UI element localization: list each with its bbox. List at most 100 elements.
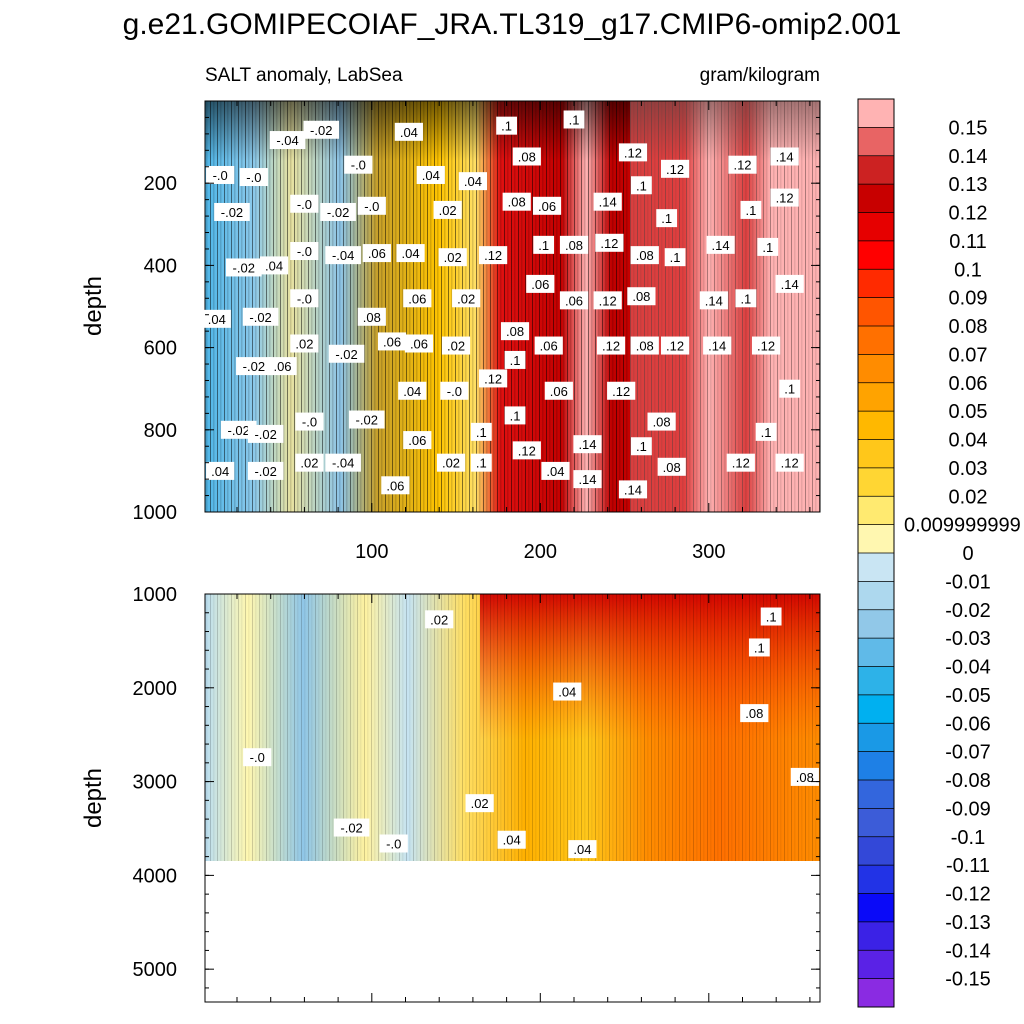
contour-label: .02 bbox=[433, 200, 462, 219]
contour-label-text: .02 bbox=[447, 339, 465, 354]
contour-label: -.0 bbox=[290, 194, 319, 213]
x-tick-label: 200 bbox=[524, 541, 557, 563]
contour-label: .04 bbox=[416, 165, 445, 184]
contour-label-text: -.0 bbox=[447, 384, 462, 399]
contour-label-text: .08 bbox=[363, 310, 381, 325]
contour-label: .1 bbox=[630, 437, 652, 456]
colorbar-label: 0.14 bbox=[949, 146, 988, 168]
colorbar-swatch bbox=[858, 297, 894, 327]
contour-label: -.02 bbox=[333, 818, 370, 837]
contour-label: -.0 bbox=[295, 412, 324, 431]
contour-label: .1 bbox=[470, 422, 492, 441]
contour-label-box bbox=[239, 168, 268, 187]
contour-label: .14 bbox=[770, 147, 799, 166]
upper-y-axis: 200 400 600 800 1000 bbox=[133, 100, 820, 524]
contour-label-box bbox=[532, 196, 562, 215]
contour-label: .12 bbox=[595, 233, 624, 252]
contour-label: .04 bbox=[541, 461, 570, 480]
contour-label-box bbox=[618, 143, 648, 162]
contour-label-text: .02 bbox=[471, 796, 489, 811]
contour-label-text: .06 bbox=[408, 433, 426, 448]
contour-label-text: .1 bbox=[762, 240, 773, 255]
contour-label-box bbox=[627, 287, 656, 306]
contour-label: -.02 bbox=[320, 202, 356, 221]
contour-label-box bbox=[268, 357, 297, 376]
contour-label-text: .04 bbox=[265, 258, 283, 273]
contour-label-text: .08 bbox=[506, 324, 524, 339]
colorbar-swatch bbox=[858, 467, 894, 497]
contour-label: .12 bbox=[596, 336, 626, 355]
contour-label: -.02 bbox=[225, 258, 262, 277]
colorbar-swatch bbox=[858, 439, 894, 469]
contour-label-box bbox=[333, 818, 370, 837]
contour-label: .1 bbox=[755, 422, 777, 441]
contour-label-box bbox=[563, 110, 585, 129]
contour-label-box bbox=[479, 246, 508, 265]
colorbar-swatch bbox=[858, 780, 894, 809]
colorbar-label: 0.05 bbox=[949, 401, 988, 423]
contour-label-text: .1 bbox=[569, 112, 580, 127]
contour-label-box bbox=[596, 336, 626, 355]
contour-label: -.0 bbox=[243, 748, 272, 767]
contour-label-box bbox=[512, 441, 541, 460]
contour-label: .12 bbox=[728, 155, 757, 174]
contour-label-text: -.02 bbox=[327, 205, 349, 220]
contour-label: -.0 bbox=[344, 155, 373, 174]
colorbar-label: 0.13 bbox=[949, 174, 988, 196]
colorbar-label: -0.06 bbox=[945, 713, 991, 735]
contour-label-text: .14 bbox=[705, 293, 723, 308]
contour-label-box bbox=[760, 607, 782, 626]
contour-label: .04 bbox=[396, 244, 425, 263]
contour-label-box bbox=[656, 209, 678, 228]
contour-label-text: -.02 bbox=[356, 413, 378, 428]
colorbar-label: -0.13 bbox=[945, 912, 991, 934]
colorbar-label: 0.12 bbox=[949, 203, 988, 225]
contour-label-box bbox=[303, 120, 340, 139]
colorbar-swatch bbox=[858, 950, 894, 980]
contour-label-box bbox=[479, 369, 508, 388]
contour-label: .14 bbox=[703, 336, 732, 355]
colorbar-swatch bbox=[858, 212, 894, 242]
contour-label-text: .1 bbox=[784, 382, 795, 397]
contour-label-box bbox=[404, 334, 434, 353]
contour-label: -.0 bbox=[379, 834, 408, 853]
colorbar: 0.15 0.14 0.13 0.12 0.11 0.1 0.09 0.08 0.07 0.06 0… bbox=[857, 98, 1021, 1008]
contour-label-box bbox=[470, 422, 492, 441]
contour-label: .06 bbox=[362, 244, 391, 263]
lower-frame bbox=[204, 593, 821, 1003]
contour-label: .1 bbox=[504, 406, 526, 425]
contour-label: .02 bbox=[441, 336, 471, 355]
contour-label-box bbox=[470, 453, 492, 472]
contour-label-text: .12 bbox=[600, 236, 618, 251]
contour-label-box bbox=[496, 116, 518, 135]
contour-label-text: .08 bbox=[796, 770, 814, 785]
contour-label-box bbox=[425, 610, 454, 629]
contour-label: .02 bbox=[438, 248, 467, 267]
contour-label-text: -.02 bbox=[243, 359, 265, 374]
contour-label: .04 bbox=[458, 172, 488, 191]
contour-label: -.02 bbox=[328, 344, 365, 363]
colorbar-label: -0.15 bbox=[945, 969, 991, 991]
contour-label-box bbox=[325, 453, 361, 472]
colorbar-label: 0.04 bbox=[949, 430, 988, 452]
contour-label-text: .04 bbox=[546, 464, 564, 479]
contour-label: .06 bbox=[532, 196, 562, 215]
contour-label-box bbox=[394, 122, 423, 141]
contour-label-text: .1 bbox=[766, 610, 777, 625]
colorbar-swatch bbox=[858, 269, 894, 299]
contour-label-text: .1 bbox=[510, 353, 521, 368]
contour-label-box bbox=[664, 248, 686, 267]
contour-label: .08 bbox=[502, 192, 531, 211]
contour-label: .08 bbox=[500, 322, 530, 341]
colorbar-label: -0.12 bbox=[945, 884, 991, 906]
contour-label-text: .14 bbox=[712, 238, 730, 253]
lower-y-tick-label: 5000 bbox=[133, 959, 178, 981]
contour-label: .04 bbox=[497, 830, 526, 849]
colorbar-swatch bbox=[858, 751, 894, 781]
contour-label: .08 bbox=[512, 147, 541, 166]
contour-label: -.04 bbox=[325, 453, 361, 472]
contour-label: .1 bbox=[656, 209, 678, 228]
colorbar-label: 0.1 bbox=[954, 259, 982, 281]
contour-label: .06 bbox=[381, 476, 410, 495]
contour-label-text: .02 bbox=[430, 612, 448, 627]
